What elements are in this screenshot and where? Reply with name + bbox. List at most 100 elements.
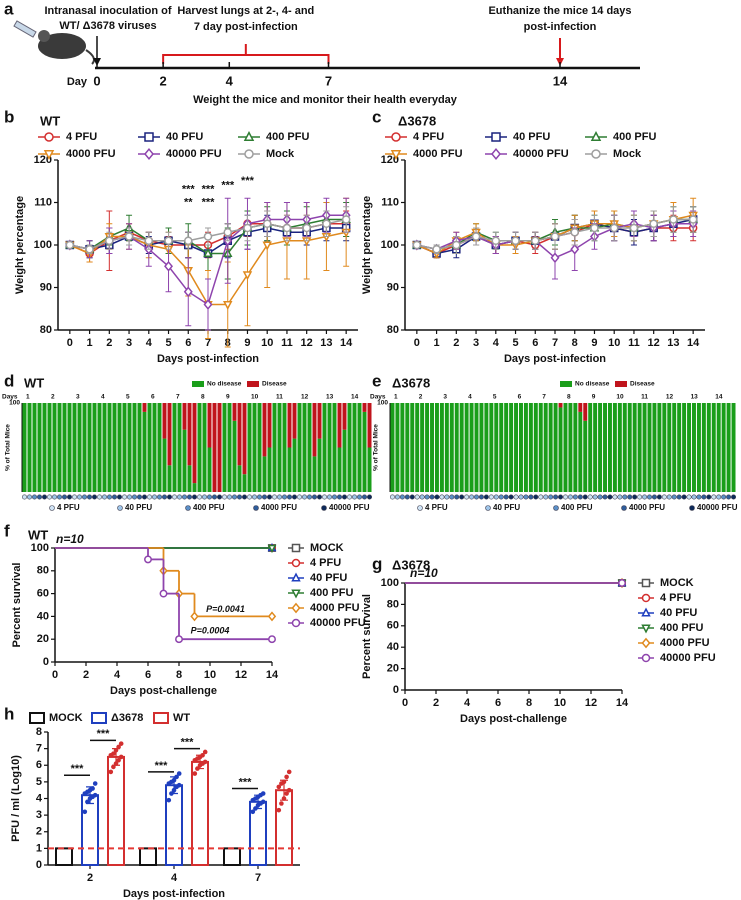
- legend-swatch: [192, 381, 204, 387]
- group-marker: [366, 494, 372, 500]
- group-marker: [107, 494, 113, 500]
- data-point: [452, 240, 461, 250]
- day-label: 9: [226, 394, 230, 401]
- data-point: [260, 799, 266, 805]
- group-marker: [503, 494, 509, 500]
- bar-segment: [415, 403, 420, 492]
- x-tick-label: 14: [687, 337, 700, 349]
- bar-segment: [287, 447, 292, 492]
- y-tick-label: 100: [381, 577, 399, 589]
- group-marker: [518, 494, 524, 500]
- group-marker: [286, 494, 292, 500]
- data-point: [262, 219, 272, 228]
- legend-label: WT: [173, 712, 190, 724]
- bar-segment: [357, 403, 362, 492]
- bar-segment: [687, 403, 692, 492]
- bar-segment: [533, 403, 538, 492]
- start-text: WT/ Δ3678 viruses: [59, 20, 156, 32]
- data-point: [267, 544, 277, 554]
- bar-segment: [122, 403, 127, 492]
- data-point: [111, 764, 116, 770]
- mouse-tail: [85, 49, 95, 65]
- bar-segment: [612, 403, 617, 492]
- day-label: 8: [201, 394, 205, 401]
- x-tick-label: 0: [414, 337, 420, 349]
- group-marker: [227, 494, 233, 500]
- panel-label: h: [4, 704, 14, 723]
- panel-note: n=10: [56, 532, 84, 546]
- bar-segment: [107, 403, 112, 492]
- x-tick-label: 6: [145, 669, 151, 681]
- bar-segment: [157, 403, 162, 492]
- day-label: 6: [151, 394, 155, 401]
- group-marker: [252, 494, 258, 500]
- bar-segment: [197, 403, 202, 492]
- group-marker: [439, 494, 445, 500]
- day-label: 6: [518, 394, 522, 401]
- data-point: [200, 752, 205, 758]
- day-label: 7: [176, 394, 180, 401]
- bar-segment: [662, 403, 667, 492]
- bar-segment: [187, 403, 192, 466]
- annotation: P=0.0004: [191, 626, 230, 636]
- bar-segment: [514, 403, 519, 492]
- panel-title: WT: [28, 527, 48, 542]
- group-marker: [177, 494, 183, 500]
- day-tick-label: 7: [325, 73, 332, 88]
- bar: [275, 789, 293, 866]
- group-marker: [666, 494, 672, 500]
- mouse-body: [38, 33, 86, 59]
- legend-label: 4 PFU: [660, 592, 691, 604]
- y-axis-label: % of Total Mice: [5, 424, 12, 471]
- group-marker: [361, 494, 367, 500]
- x-tick-label: 3: [126, 337, 132, 349]
- bar-segment: [538, 403, 543, 492]
- legend-label: 40000 PFU: [513, 148, 569, 160]
- x-tick-label: 8: [176, 669, 182, 681]
- bar-segment: [337, 447, 342, 492]
- data-point: [144, 236, 154, 245]
- bar-segment: [332, 403, 337, 492]
- harvest-text: Harvest lungs at 2-, 4- and: [177, 5, 314, 17]
- data-point: [471, 232, 481, 241]
- group-marker: [434, 494, 440, 500]
- group-legend-marker: [253, 505, 259, 511]
- panel-title: WT: [24, 375, 44, 390]
- group-marker: [602, 494, 608, 500]
- data-point: [618, 579, 626, 587]
- legend-marker: [641, 624, 651, 634]
- legend-label: 400 PFU: [613, 131, 656, 143]
- bar-segment: [474, 403, 479, 492]
- data-point: [85, 245, 94, 254]
- y-axis-label: Percent survival: [11, 563, 23, 648]
- legend-label: MOCK: [49, 712, 83, 724]
- bar-segment: [337, 403, 342, 448]
- group-marker: [326, 494, 332, 500]
- day-label: 3: [76, 394, 80, 401]
- data-point: [65, 240, 75, 250]
- y-tick-label: 60: [387, 620, 399, 632]
- bar-segment: [342, 403, 347, 430]
- bar-segment: [152, 403, 157, 492]
- data-point: [302, 223, 311, 233]
- legend-label: 40 PFU: [166, 131, 203, 143]
- bar: [223, 847, 241, 866]
- panel-label: a: [4, 0, 14, 18]
- group-legend-label: 4000 PFU: [261, 503, 297, 512]
- group-marker: [102, 494, 108, 500]
- x-tick-label: 12: [301, 337, 313, 349]
- group-marker: [567, 494, 573, 500]
- bar-segment: [410, 403, 415, 492]
- group-marker: [122, 494, 128, 500]
- group-marker: [572, 494, 578, 500]
- x-tick-label: 0: [402, 697, 408, 709]
- group-marker: [483, 494, 489, 500]
- bar-segment: [573, 403, 578, 492]
- day-label: 14: [351, 394, 359, 401]
- bar-segment: [578, 411, 583, 492]
- day-tick-label: 0: [93, 73, 100, 88]
- y-tick-label: 0: [43, 656, 49, 668]
- group-marker: [222, 494, 228, 500]
- data-point: [116, 744, 121, 750]
- group-marker: [207, 494, 213, 500]
